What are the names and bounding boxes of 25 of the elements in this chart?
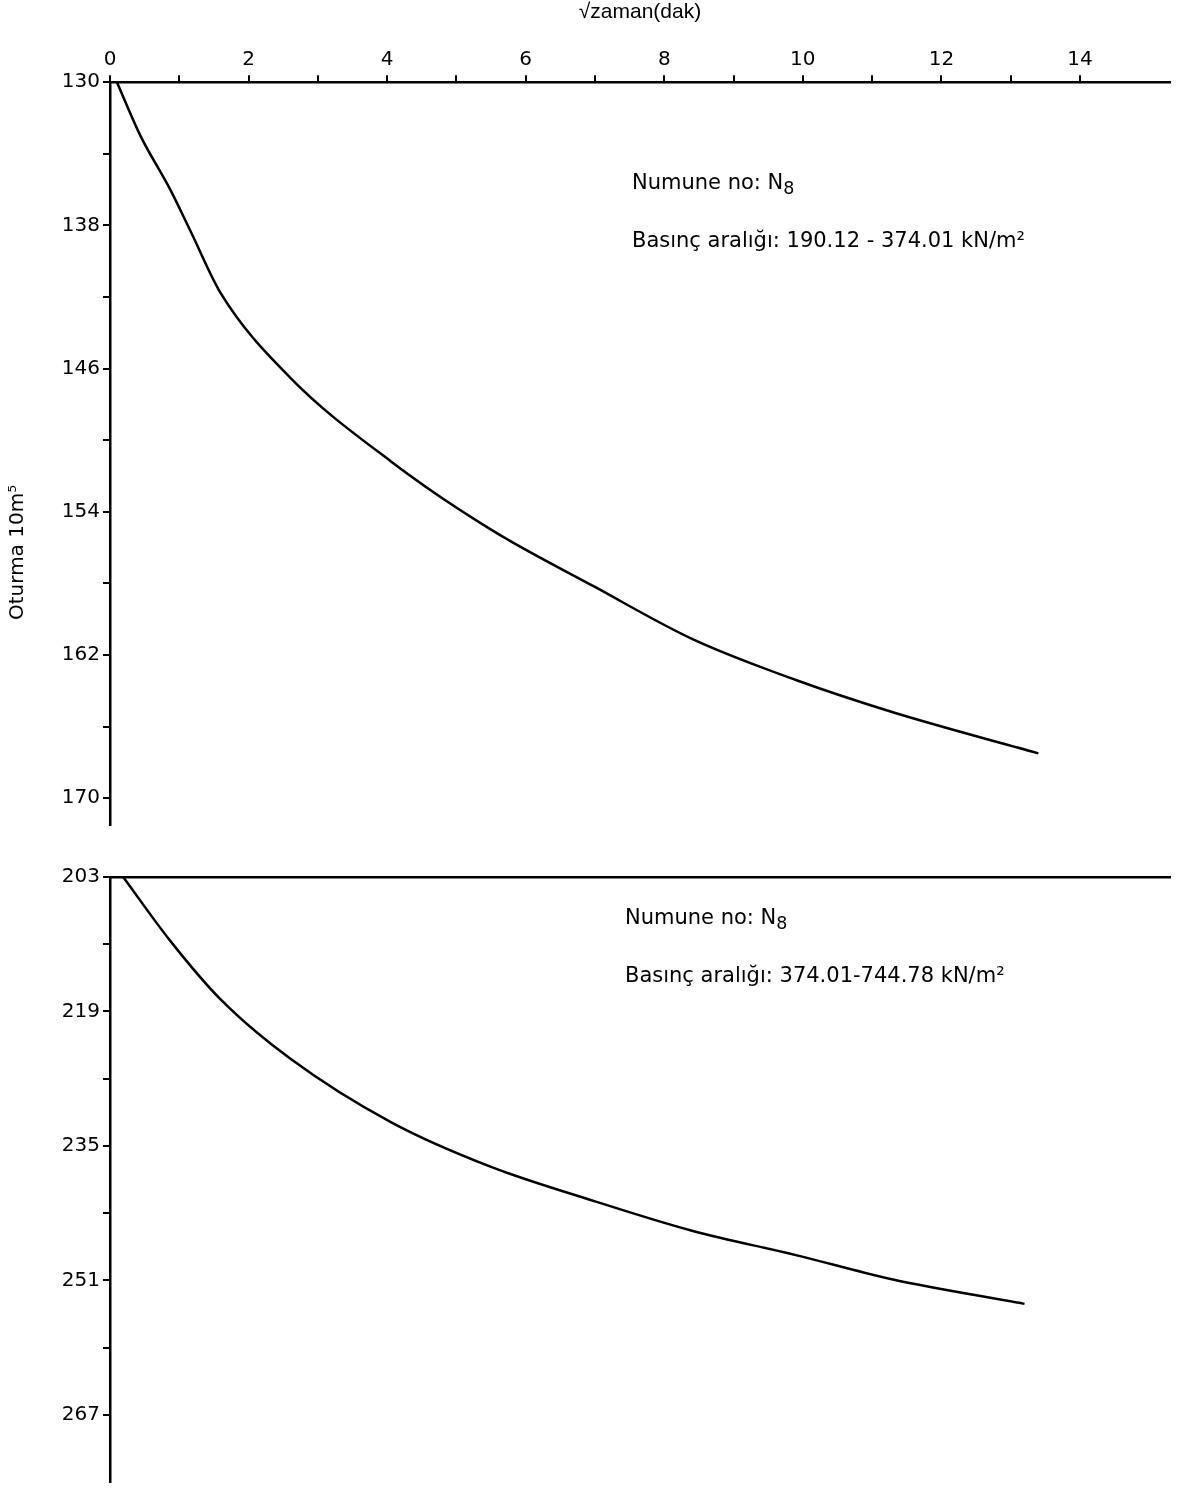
x-tick-label: 10 xyxy=(790,46,816,71)
x-tick-label: 0 xyxy=(103,46,117,71)
annotation: Numune no: N$_{8}$ xyxy=(632,170,795,199)
x-tick-label: 6 xyxy=(519,46,533,71)
x-tick-label: 12 xyxy=(928,46,955,71)
y-tick-label: 251 xyxy=(61,1266,100,1291)
y-tick-label: 154 xyxy=(61,497,100,522)
y-tick-label: 162 xyxy=(61,641,100,666)
y-tick-label: 219 xyxy=(61,997,100,1022)
y-tick-label: 267 xyxy=(61,1400,100,1425)
x-tick-label: 4 xyxy=(380,46,394,71)
y-tick-label: 138 xyxy=(61,211,100,236)
y-tick-label: 203 xyxy=(61,863,100,888)
y-axis-title: Oturma 10m⁵ xyxy=(4,484,28,620)
y-tick-label: 170 xyxy=(61,784,100,809)
y-tick-label: 146 xyxy=(61,354,100,379)
x-tick-label: 2 xyxy=(242,46,255,71)
x-tick-label: 8 xyxy=(657,46,671,71)
annotation: Basınç aralığı: 190.12 - 374.01 kN/m² xyxy=(632,228,1025,252)
annotation: Basınç aralığı: 374.01-744.78 kN/m² xyxy=(625,963,1005,987)
x-axis-title: √zaman(dak) xyxy=(578,0,702,23)
annotation: Numune no: N$_{8}$ xyxy=(625,905,788,934)
y-tick-label: 235 xyxy=(61,1132,100,1157)
x-tick-label: 14 xyxy=(1067,46,1093,71)
y-tick-label: 130 xyxy=(61,68,100,93)
